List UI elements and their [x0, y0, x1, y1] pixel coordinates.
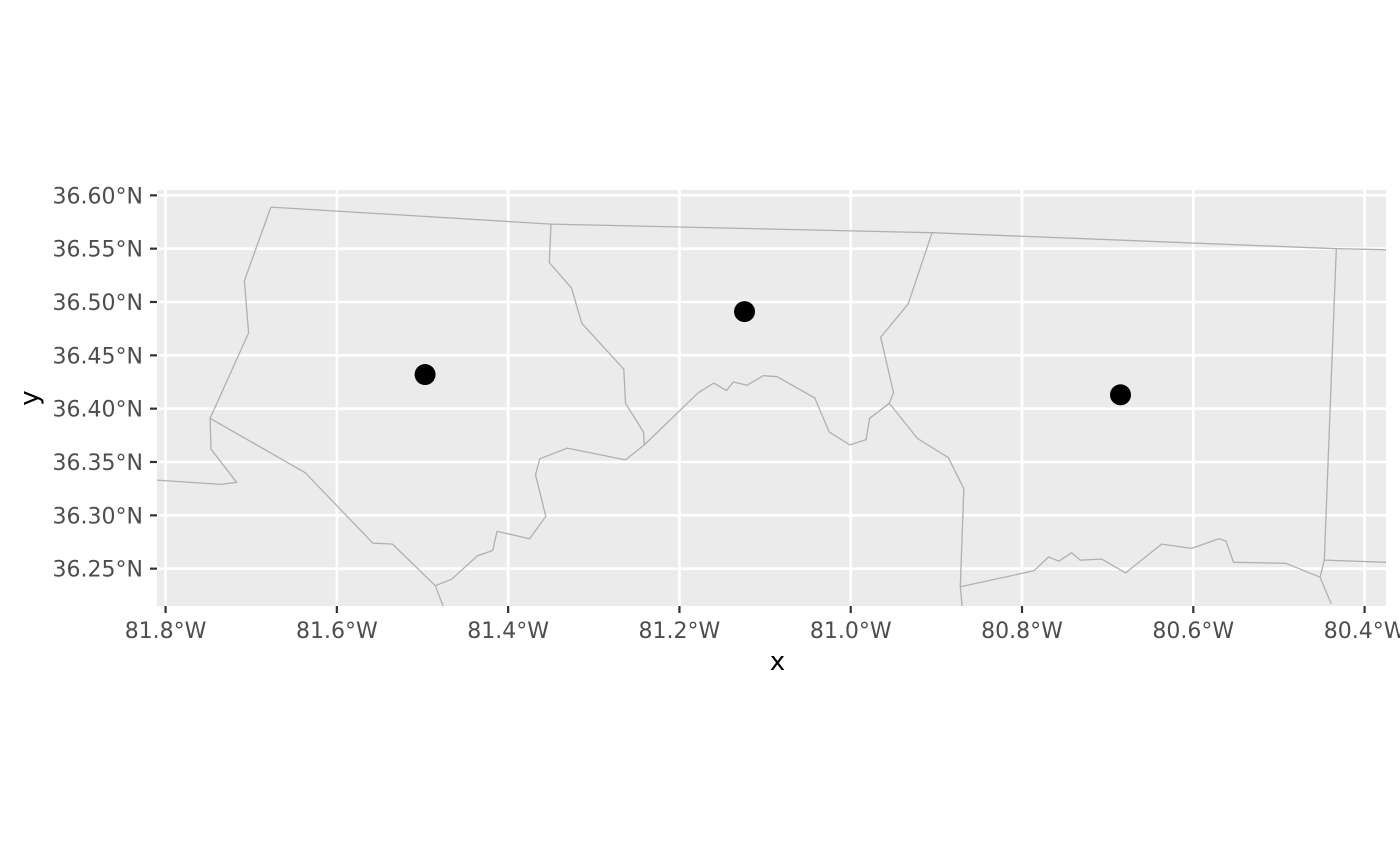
boundary-line [880, 232, 933, 404]
x-axis: 81.8°W 81.6°W 81.4°W 81.2°W 81.0°W 80.8°W 80.6… [125, 606, 1400, 644]
boundary-line [209, 417, 444, 607]
y-tick-label: 36.50°N [53, 291, 143, 316]
x-tick-label: 81.2°W [639, 619, 721, 644]
boundary-line [1324, 559, 1387, 563]
boundary-line [156, 206, 272, 486]
data-point [414, 364, 436, 386]
y-tick-label: 36.45°N [53, 344, 143, 369]
boundary-line [548, 224, 645, 445]
y-tick-label: 36.30°N [53, 504, 143, 529]
y-axis-title: y [15, 390, 45, 405]
y-tick-label: 36.55°N [53, 238, 143, 263]
y-tick-label: 36.25°N [53, 558, 143, 583]
y-axis: 36.25°N 36.30°N 36.35°N 36.40°N 36.45°N 36.50… [53, 184, 157, 583]
data-point [734, 301, 756, 323]
x-tick-label: 81.4°W [467, 619, 549, 644]
data-points [414, 301, 1132, 406]
x-tick-label: 80.8°W [981, 619, 1063, 644]
plot-panel [157, 190, 1386, 606]
gridlines [157, 190, 1386, 606]
boundary-line [643, 374, 890, 446]
county-boundaries [156, 206, 1387, 607]
data-point [1110, 384, 1132, 406]
x-tick-label: 80.4°W [1324, 619, 1400, 644]
x-tick-label: 80.6°W [1152, 619, 1234, 644]
x-tick-label: 81.6°W [296, 619, 378, 644]
x-axis-title: x [770, 647, 785, 677]
boundary-line [435, 444, 645, 587]
boundary-line [960, 538, 1332, 605]
boundary-line [888, 402, 965, 607]
x-tick-label: 81.8°W [125, 619, 207, 644]
y-tick-label: 36.35°N [53, 451, 143, 476]
x-tick-label: 81.0°W [810, 619, 892, 644]
y-tick-label: 36.40°N [53, 398, 143, 423]
y-tick-label: 36.60°N [53, 184, 143, 209]
